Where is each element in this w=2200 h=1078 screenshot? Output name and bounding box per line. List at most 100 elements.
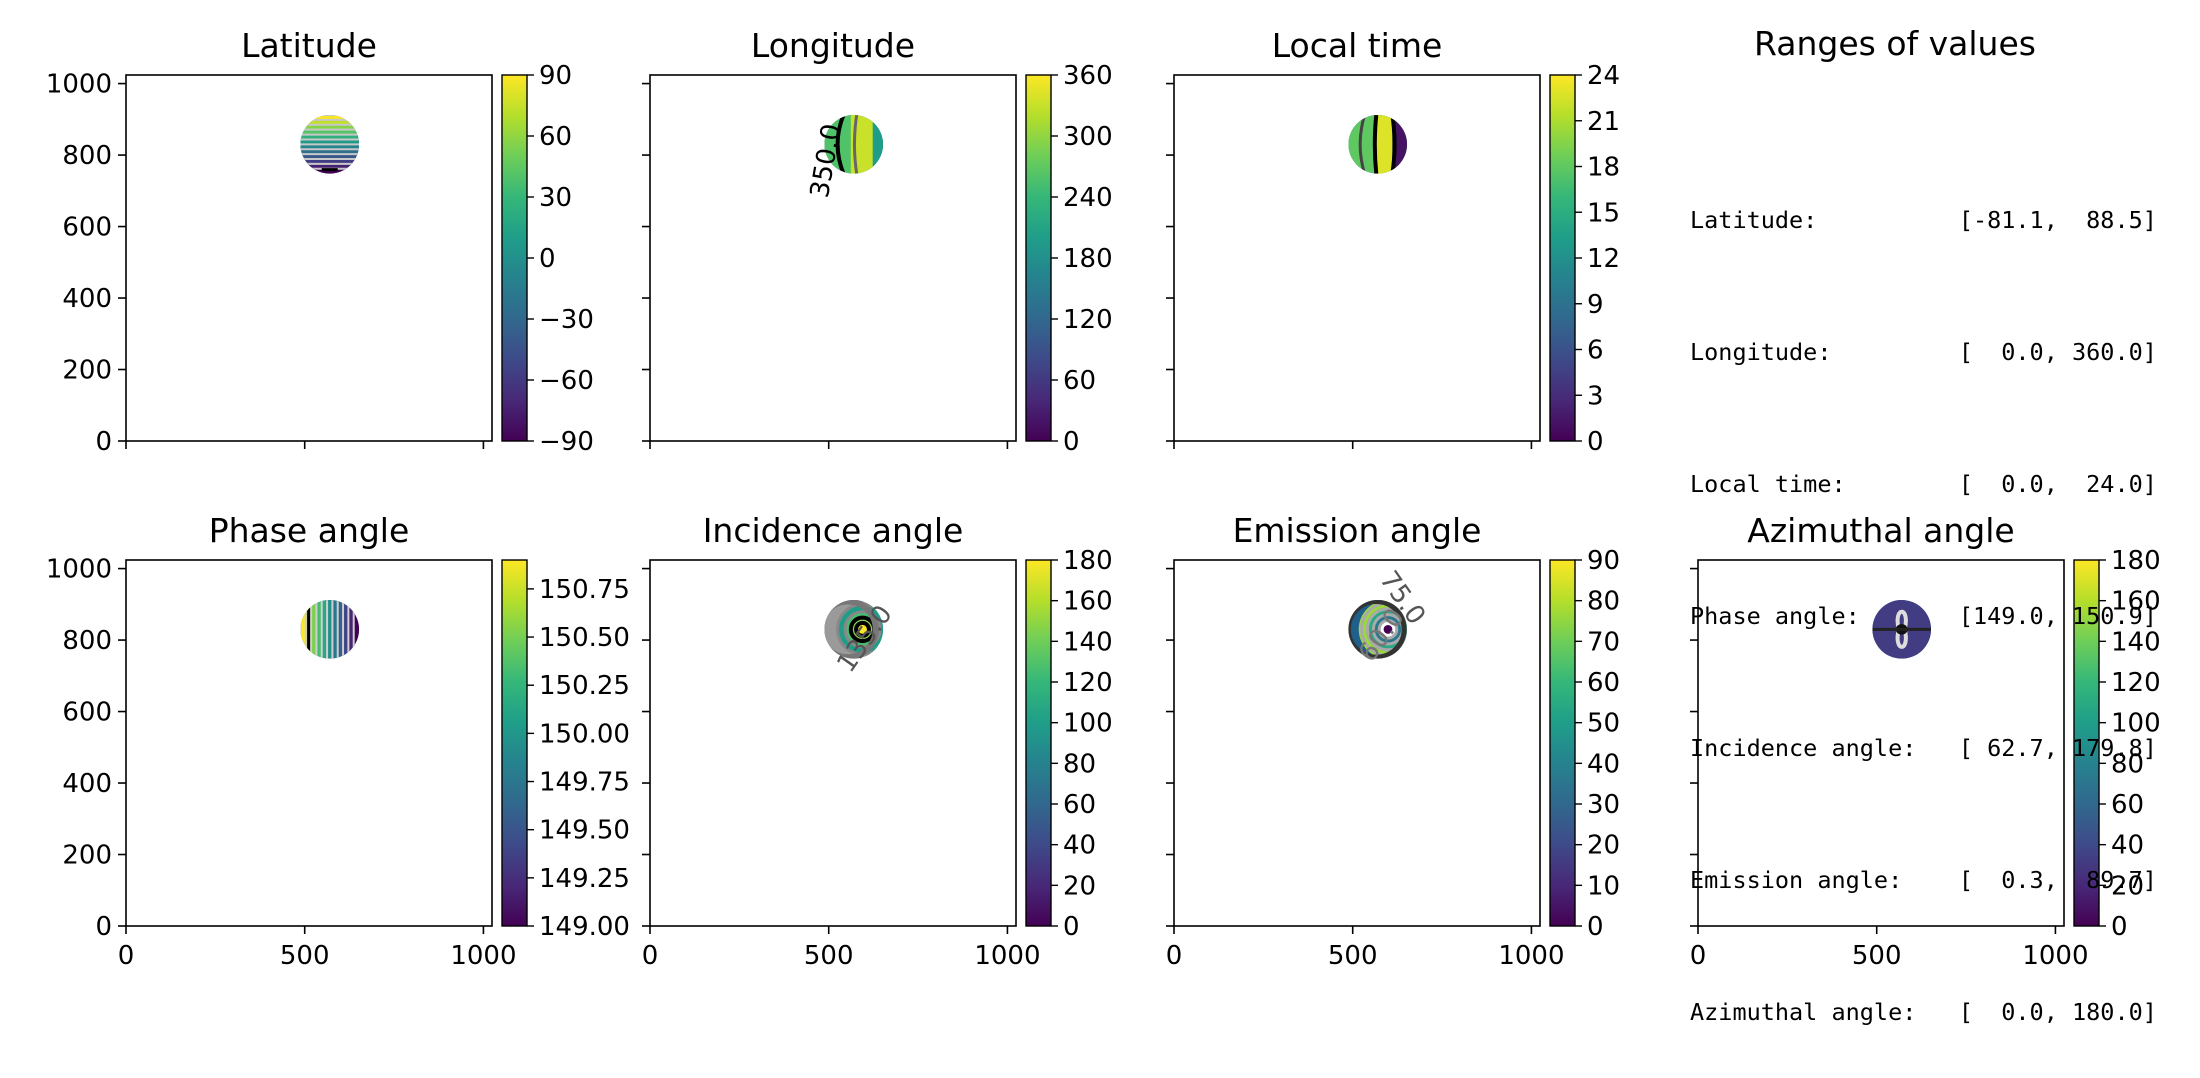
- colorbar-tick-label: 9: [1587, 290, 1604, 320]
- colorbar-tick-label: 149.25: [539, 864, 630, 894]
- range-row-azimuthal-angle: Azimuthal angle: [ 0.0, 180.0]: [1690, 998, 2157, 1026]
- colorbar-tick-label: 3: [1587, 381, 1604, 411]
- colorbar-tick-label: 120: [2111, 668, 2161, 698]
- axes-frame: [649, 559, 1017, 927]
- panel-title: Local time: [1272, 26, 1443, 65]
- colorbar-tick-label: 40: [2111, 831, 2144, 861]
- colorbar-tick-label: 30: [539, 183, 572, 213]
- panel-latitude: Latitude 0 200 400 600 800 1000 90 60 30 0 −30 −60 −9…: [46, 26, 594, 457]
- disk-image: [824, 600, 884, 659]
- disk-band: [300, 124, 360, 131]
- disk-band: [353, 600, 360, 659]
- contour-line: [835, 115, 846, 174]
- colorbar-tick-label: 21: [1587, 107, 1620, 137]
- colorbar-tick-label: 30: [1587, 790, 1620, 820]
- x-tick-label: 0: [642, 941, 659, 971]
- disk-band: [300, 168, 360, 174]
- y-tick-label: 400: [62, 769, 112, 799]
- colorbar-tick-label: 150.50: [539, 623, 630, 653]
- colorbar-tick-label: 140: [2111, 627, 2161, 657]
- disk-band: [300, 115, 360, 121]
- x-tick-label: 500: [804, 941, 854, 971]
- colorbar-tick-label: 150.25: [539, 671, 630, 701]
- disk-band: [300, 134, 360, 141]
- colorbar-tick-label: 100: [2111, 709, 2161, 739]
- disk-band: [348, 600, 355, 659]
- panel-title: Longitude: [751, 26, 915, 65]
- panel-title: Emission angle: [1233, 511, 1482, 550]
- y-tick-label: 800: [62, 626, 112, 656]
- disk-band: [300, 158, 360, 165]
- axes-frame: [1697, 559, 2065, 927]
- disk-band: [300, 119, 360, 126]
- range-row-latitude: Latitude: [-81.1, 88.5]: [1690, 206, 2157, 234]
- colorbar: [1025, 559, 1052, 927]
- colorbar-tick-label: 150.00: [539, 719, 630, 749]
- contour-line: [1365, 607, 1408, 652]
- colorbar-tick-label: 60: [1063, 790, 1096, 820]
- disk-band: [1376, 115, 1393, 174]
- colorbar-tick-label: 50: [1587, 709, 1620, 739]
- colorbar-tick-label: 0: [1587, 427, 1604, 457]
- x-tick-label: 1000: [2022, 941, 2088, 971]
- contour-line: [1358, 115, 1366, 174]
- colorbar-tick-label: 40: [1063, 831, 1096, 861]
- disk-band: [300, 139, 360, 146]
- disk-band: [311, 600, 318, 659]
- colorbar-tick-label: 80: [2111, 749, 2144, 779]
- contour-line: [824, 600, 879, 659]
- y-tick-label: 600: [62, 213, 112, 243]
- colorbar-tick-label: 60: [2111, 790, 2144, 820]
- disk-image: [1872, 600, 1932, 659]
- range-row-longitude: Longitude: [ 0.0, 360.0]: [1690, 338, 2157, 366]
- colorbar-tick-label: 100: [1063, 709, 1113, 739]
- colorbar-tick-label: 149.00: [539, 912, 630, 942]
- x-tick-label: 1000: [1498, 941, 1564, 971]
- disk-band: [872, 115, 884, 174]
- disk-band: [300, 600, 307, 659]
- y-tick-label: 200: [62, 841, 112, 871]
- disk-band: [300, 163, 360, 170]
- colorbar-tick-label: 15: [1587, 198, 1620, 228]
- colorbar-tick-label: 18: [1587, 153, 1620, 183]
- contour-line: [1390, 115, 1397, 174]
- colorbar-tick-label: 0: [2111, 912, 2128, 942]
- panel-local_time: Local time 24 21 18 15 12 9 6 3 0: [1166, 26, 1620, 457]
- y-tick-label: 800: [62, 141, 112, 171]
- colorbar-tick-label: 180: [1063, 244, 1113, 274]
- colorbar-tick-label: 12: [1587, 244, 1620, 274]
- colorbar: [501, 559, 528, 927]
- y-tick-label: 1000: [46, 555, 112, 585]
- colorbar-tick-label: 0: [1587, 912, 1604, 942]
- axes-frame: [1173, 74, 1541, 442]
- colorbar-tick-label: 0: [1063, 427, 1080, 457]
- y-tick-label: 200: [62, 356, 112, 386]
- contour-line: [1372, 115, 1379, 174]
- disk-band: [300, 129, 360, 136]
- colorbar-tick-label: 80: [1063, 749, 1096, 779]
- colorbar-tick-label: 80: [1587, 587, 1620, 617]
- colorbar: [501, 74, 528, 442]
- disk-image: [300, 600, 360, 659]
- colorbar: [2073, 559, 2100, 927]
- range-row-local-time: Local time: [ 0.0, 24.0]: [1690, 470, 2157, 498]
- disk-image: [824, 115, 884, 174]
- colorbar-tick-label: 149.50: [539, 816, 630, 846]
- y-tick-label: 1000: [46, 70, 112, 100]
- disk-band: [337, 600, 345, 659]
- contour-line: [843, 610, 882, 649]
- disk-image: [1348, 600, 1408, 659]
- contour-line: [1348, 600, 1407, 659]
- colorbar-tick-label: 180: [1063, 546, 1113, 576]
- x-tick-label: 1000: [450, 941, 516, 971]
- colorbar-tick-label: 90: [539, 61, 572, 91]
- colorbar-tick-label: 120: [1063, 668, 1113, 698]
- disk-band: [321, 600, 329, 659]
- contour-label: 350.0: [805, 122, 847, 201]
- disk-band: [343, 600, 350, 659]
- disk-band: [300, 149, 360, 156]
- colorbar-tick-label: 60: [539, 122, 572, 152]
- x-tick-label: 0: [1166, 941, 1183, 971]
